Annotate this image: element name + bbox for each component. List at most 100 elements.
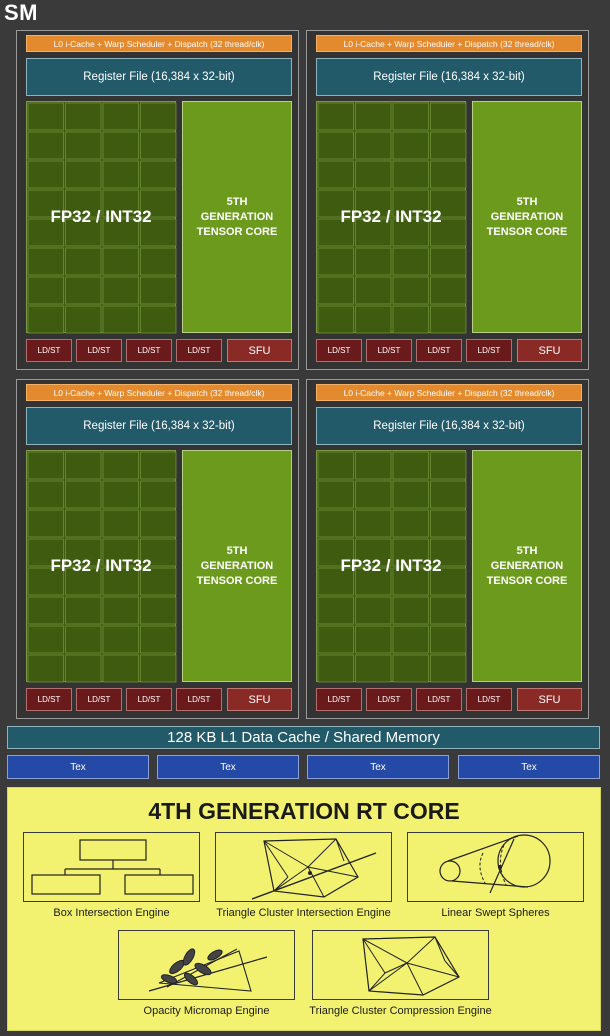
fp32-core-cell: [102, 538, 139, 567]
fp32-core-cell: [65, 538, 102, 567]
fp32-int32-label: FP32 / INT32: [50, 207, 152, 226]
fp32-core-cell: [392, 276, 429, 305]
fp32-int32-label: FP32 / INT32: [50, 556, 152, 575]
triangle-cluster-icon: [362, 936, 460, 996]
fp32-core-cell: [430, 538, 467, 567]
register-file: Register File (16,384 x 32-bit): [316, 407, 582, 445]
fp32-core-cell: [392, 451, 429, 480]
fp32-core-cell: [140, 596, 177, 625]
ldst-unit: LD/ST: [76, 688, 122, 711]
triangle-cluster-compression-label: Triangle Cluster Compression Engine: [309, 1005, 492, 1017]
fp32-core-cell: [140, 305, 177, 334]
fp32-core-cell: [430, 451, 467, 480]
rt-core-title: 4TH GENERATION RT CORE: [148, 798, 460, 824]
ldst-unit: LD/ST: [126, 339, 172, 362]
fp32-core-cell: [65, 625, 102, 654]
fp32-core-cell: [65, 480, 102, 509]
fp32-core-cell: [102, 654, 139, 683]
fp32-core-cell: [430, 276, 467, 305]
fp32-core-cell: [102, 451, 139, 480]
ldst-unit: LD/ST: [366, 688, 412, 711]
fp32-core-cell: [102, 509, 139, 538]
fp32-core-cell: [317, 247, 354, 276]
fp32-core-cell: [430, 625, 467, 654]
fp32-core-cell: [65, 276, 102, 305]
fp32-core-cell: [27, 102, 64, 131]
fp32-core-cell: [392, 305, 429, 334]
fp32-core-cell: [392, 538, 429, 567]
fp32-core-cell: [430, 567, 467, 596]
fp32-core-cell: [65, 218, 102, 247]
sm-title: SM: [4, 0, 38, 25]
fp32-core-cell: [355, 538, 392, 567]
register-file: Register File (16,384 x 32-bit): [316, 58, 582, 96]
fp32-core-cell: [102, 480, 139, 509]
fp32-core-cell: [65, 654, 102, 683]
ldst-unit: LD/ST: [76, 339, 122, 362]
sfu-unit: SFU: [227, 339, 292, 362]
fp32-core-cell: [317, 596, 354, 625]
fp32-core-cell: [430, 131, 467, 160]
box-hierarchy-icon: [31, 839, 194, 895]
fp32-core-cell: [430, 102, 467, 131]
fp32-core-cell: [102, 160, 139, 189]
fp32-core-cell: [392, 596, 429, 625]
fp32-core-cell: [102, 305, 139, 334]
opacity-micromap-label: Opacity Micromap Engine: [143, 1005, 270, 1017]
fp32-core-cell: [140, 102, 177, 131]
core-grid: [317, 102, 467, 334]
sm-quadrant-2: L0 i-Cache + Warp Scheduler + Dispatch (…: [306, 30, 589, 370]
fp32-core-cell: [140, 625, 177, 654]
tex-unit: Tex: [157, 755, 299, 779]
fp32-core-cell: [27, 596, 64, 625]
core-grid: [317, 451, 467, 683]
fp32-core-cell: [392, 131, 429, 160]
fp32-core-cell: [27, 218, 64, 247]
fp32-core-cell: [102, 247, 139, 276]
fp32-core-cell: [392, 654, 429, 683]
tex-unit: Tex: [458, 755, 600, 779]
fp32-core-cell: [317, 509, 354, 538]
fp32-core-cell: [27, 538, 64, 567]
ldst-unit: LD/ST: [26, 339, 72, 362]
fp32-core-cell: [102, 625, 139, 654]
tensor-line-1: 5TH: [226, 544, 248, 557]
fp32-core-cell: [140, 189, 177, 218]
fp32-core-cell: [317, 305, 354, 334]
tensor-line-3: TENSOR CORE: [486, 225, 568, 238]
tensor-line-1: 5TH: [226, 195, 248, 208]
fp32-core-cell: [27, 480, 64, 509]
tensor-line-3: TENSOR CORE: [196, 225, 278, 238]
fp32-core-cell: [317, 218, 354, 247]
fp32-core-cell: [355, 625, 392, 654]
sm-quadrant-3: L0 i-Cache + Warp Scheduler + Dispatch (…: [16, 379, 299, 719]
fp32-core-cell: [140, 480, 177, 509]
tensor-line-3: TENSOR CORE: [486, 574, 568, 587]
fp32-int32-cores: FP32 / INT32: [316, 450, 467, 683]
fp32-core-cell: [140, 276, 177, 305]
ldst-unit: LD/ST: [176, 688, 222, 711]
fp32-core-cell: [355, 305, 392, 334]
fp32-core-cell: [140, 131, 177, 160]
fp32-core-cell: [355, 509, 392, 538]
fp32-core-cell: [140, 567, 177, 596]
fp32-core-cell: [27, 160, 64, 189]
fp32-core-cell: [65, 131, 102, 160]
l0-icache-warp-scheduler: L0 i-Cache + Warp Scheduler + Dispatch (…: [26, 384, 292, 401]
triangle-cluster-ray-icon: [251, 838, 377, 900]
ldst-unit: LD/ST: [176, 339, 222, 362]
core-grid: [27, 451, 177, 683]
l0-icache-warp-scheduler: L0 i-Cache + Warp Scheduler + Dispatch (…: [316, 35, 582, 52]
ldst-unit: LD/ST: [466, 339, 512, 362]
fp32-core-cell: [355, 654, 392, 683]
fp32-core-cell: [65, 247, 102, 276]
tensor-line-2: GENERATION: [490, 210, 564, 223]
fp32-core-cell: [430, 218, 467, 247]
tensor-line-3: TENSOR CORE: [196, 574, 278, 587]
fp32-core-cell: [317, 567, 354, 596]
ldst-unit: LD/ST: [466, 688, 512, 711]
l0-icache-warp-scheduler: L0 i-Cache + Warp Scheduler + Dispatch (…: [316, 384, 582, 401]
fp32-core-cell: [27, 451, 64, 480]
fp32-core-cell: [430, 509, 467, 538]
fp32-core-cell: [317, 480, 354, 509]
